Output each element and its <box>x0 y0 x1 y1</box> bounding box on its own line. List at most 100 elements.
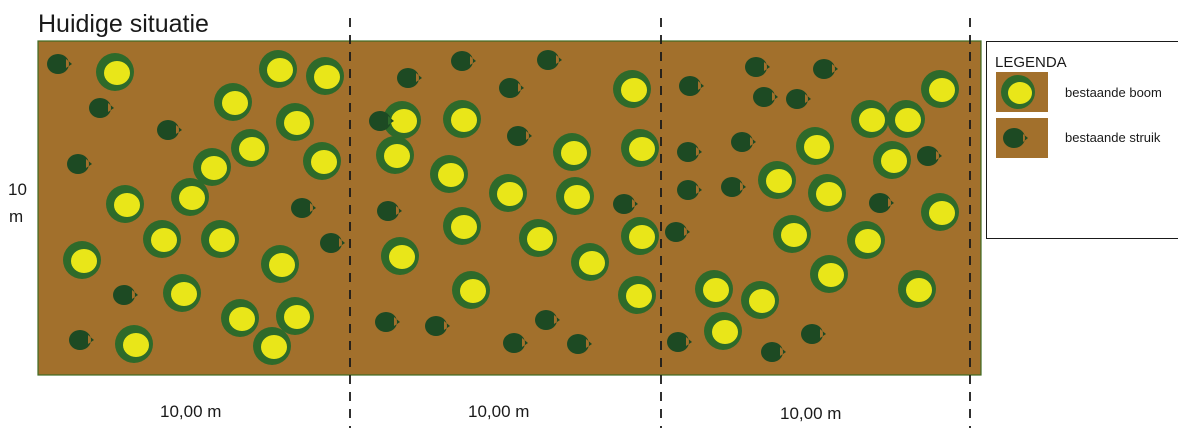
tree-crown <box>816 182 842 206</box>
tree-crown <box>881 149 907 173</box>
shrub-icon <box>451 51 476 71</box>
legend: LEGENDA bestaande boom bestaande struik <box>986 41 1178 239</box>
shrub-icon <box>1003 128 1028 148</box>
shrub-icon <box>537 50 562 70</box>
height-dimension-value: 10 <box>8 180 27 199</box>
tree-crown <box>497 182 523 206</box>
tree-crown <box>261 335 287 359</box>
shrub-icon <box>801 324 826 344</box>
tree-crown <box>384 144 410 168</box>
shrub-icon <box>291 198 316 218</box>
tree-crown <box>1008 82 1032 104</box>
tree-crown <box>229 307 255 331</box>
shrub-icon <box>397 68 422 88</box>
legend-swatch-shrub <box>996 118 1048 158</box>
shrub-icon <box>665 222 690 242</box>
shrub-icon <box>753 87 778 107</box>
tree-crown <box>314 65 340 89</box>
shrub-icon <box>731 132 756 152</box>
tree-crown <box>451 215 477 239</box>
tree-crown <box>460 279 486 303</box>
tree-crown <box>621 78 647 102</box>
section-width-label: 10,00 m <box>468 402 530 421</box>
tree-crown <box>855 229 881 253</box>
shrub-icon <box>89 98 114 118</box>
shrub-icon <box>47 54 72 74</box>
tree-crown <box>712 320 738 344</box>
tree-crown <box>629 225 655 249</box>
shrub-icon <box>503 333 528 353</box>
tree-crown <box>703 278 729 302</box>
tree-crown <box>171 282 197 306</box>
shrub-icon <box>157 120 182 140</box>
shrub-icon <box>499 78 524 98</box>
shrub-icon <box>320 233 345 253</box>
tree-crown <box>629 137 655 161</box>
tree-crown <box>818 263 844 287</box>
tree-crown <box>389 245 415 269</box>
tree-crown <box>929 78 955 102</box>
tree-crown <box>564 185 590 209</box>
shrub-icon <box>369 111 394 131</box>
tree-crown <box>71 249 97 273</box>
shrub-icon <box>613 194 638 214</box>
shrub-icon <box>786 89 811 109</box>
shrub-icon <box>375 312 400 332</box>
legend-label-shrub: bestaande struik <box>1065 130 1161 145</box>
shrub-icon <box>917 146 942 166</box>
tree-crown <box>209 228 235 252</box>
tree-crown <box>284 305 310 329</box>
shrub-icon <box>869 193 894 213</box>
shrub-icon <box>721 177 746 197</box>
shrub-icon <box>377 201 402 221</box>
tree-crown <box>239 137 265 161</box>
shrub-icon <box>667 332 692 352</box>
shrub-icon <box>507 126 532 146</box>
shrub-icon <box>535 310 560 330</box>
tree-crown <box>391 109 417 133</box>
shrub-icon <box>813 59 838 79</box>
tree-crown <box>749 289 775 313</box>
section-divider-lines <box>349 18 971 428</box>
tree-crown <box>267 58 293 82</box>
tree-crown <box>859 108 885 132</box>
tree-crown <box>179 186 205 210</box>
tree-crown <box>284 111 310 135</box>
tree-crown <box>804 135 830 159</box>
tree-crown <box>269 253 295 277</box>
shrub-icon <box>113 285 138 305</box>
legend-swatch-tree <box>996 72 1048 112</box>
legend-label-tree: bestaande boom <box>1065 85 1162 100</box>
tree-crown <box>626 284 652 308</box>
shrub-icon <box>66 153 92 175</box>
shrub-icon <box>745 57 770 77</box>
section-width-label: 10,00 m <box>160 402 222 421</box>
tree-crown <box>201 156 227 180</box>
shrub-icon <box>567 334 592 354</box>
tree-crown <box>929 201 955 225</box>
shrub-icon <box>677 180 702 200</box>
tree-crown <box>781 223 807 247</box>
tree-crown <box>561 141 587 165</box>
height-dimension-unit: m <box>9 207 24 226</box>
tree-crown <box>579 251 605 275</box>
shrub-icon <box>425 316 450 336</box>
shrub-icon <box>761 342 786 362</box>
tree-crown <box>311 150 337 174</box>
legend-title: LEGENDA <box>995 54 1067 71</box>
tree-crown <box>766 169 792 193</box>
tree-crown <box>114 193 140 217</box>
tree-crown <box>438 163 464 187</box>
shrub-icon <box>69 330 94 350</box>
tree-crown <box>123 333 149 357</box>
diagram-title: Huidige situatie <box>38 10 209 38</box>
tree-crown <box>527 227 553 251</box>
tree-crown <box>906 278 932 302</box>
tree-crown <box>104 61 130 85</box>
shrub-icon <box>679 76 704 96</box>
tree-crown <box>151 228 177 252</box>
section-width-label: 10,00 m <box>780 404 842 423</box>
tree-crown <box>222 91 248 115</box>
shrub-icon <box>677 142 702 162</box>
